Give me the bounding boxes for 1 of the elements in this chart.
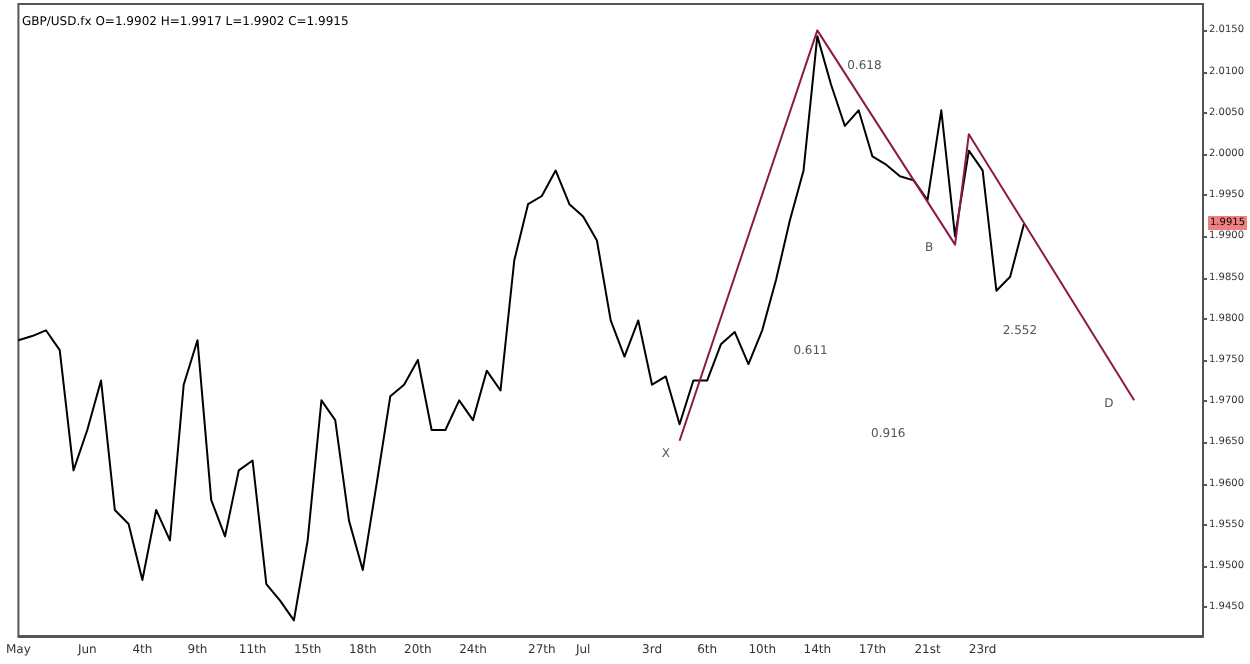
line-series	[678, 29, 1136, 442]
